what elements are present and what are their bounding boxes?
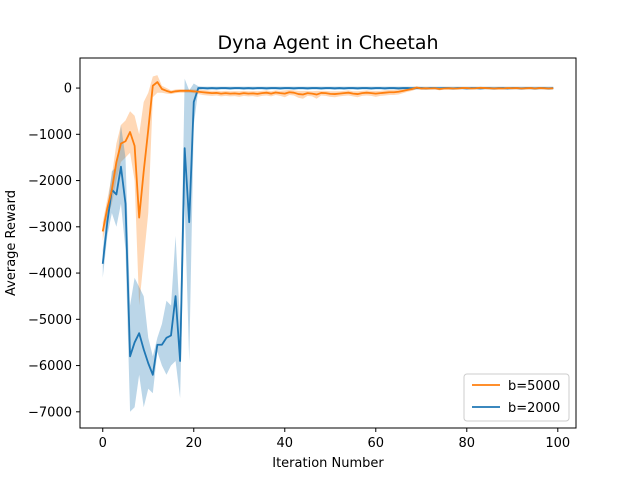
x-tick-label: 0 — [99, 436, 107, 451]
y-tick-label: −4000 — [28, 267, 72, 282]
y-axis: 0 −1000 −2000 −3000 −4000 −5000 −6000 −7000 — [28, 82, 80, 420]
y-tick-label: −5000 — [28, 313, 72, 328]
x-tick-label: 20 — [185, 436, 202, 451]
y-tick-label: −3000 — [28, 220, 72, 235]
band-b5000 — [102, 75, 554, 306]
x-tick-label: 40 — [276, 436, 293, 451]
x-tick-label: 60 — [368, 436, 385, 451]
y-tick-label: −2000 — [28, 174, 72, 189]
line-b5000 — [101, 81, 554, 232]
band-b2000 — [102, 78, 554, 412]
legend-label-b5000: b=5000 — [508, 379, 560, 394]
y-axis-label: Average Reward — [4, 190, 19, 296]
x-axis-label: Iteration Number — [272, 456, 384, 471]
y-tick-label: 0 — [64, 82, 72, 97]
y-tick-label: −7000 — [28, 405, 72, 420]
legend-label-b2000: b=2000 — [508, 401, 560, 416]
x-axis: 0 20 40 60 80 100 — [99, 428, 570, 451]
y-tick-label: −1000 — [28, 128, 72, 143]
series-lines — [101, 81, 554, 376]
chart-title: Dyna Agent in Cheetah — [217, 32, 438, 54]
plot-frame — [79, 57, 577, 429]
confidence-bands — [102, 75, 554, 412]
x-tick-label: 80 — [459, 436, 476, 451]
legend: b=5000 b=2000 — [463, 373, 570, 422]
x-tick-label: 100 — [545, 436, 570, 451]
y-tick-label: −6000 — [28, 359, 72, 374]
